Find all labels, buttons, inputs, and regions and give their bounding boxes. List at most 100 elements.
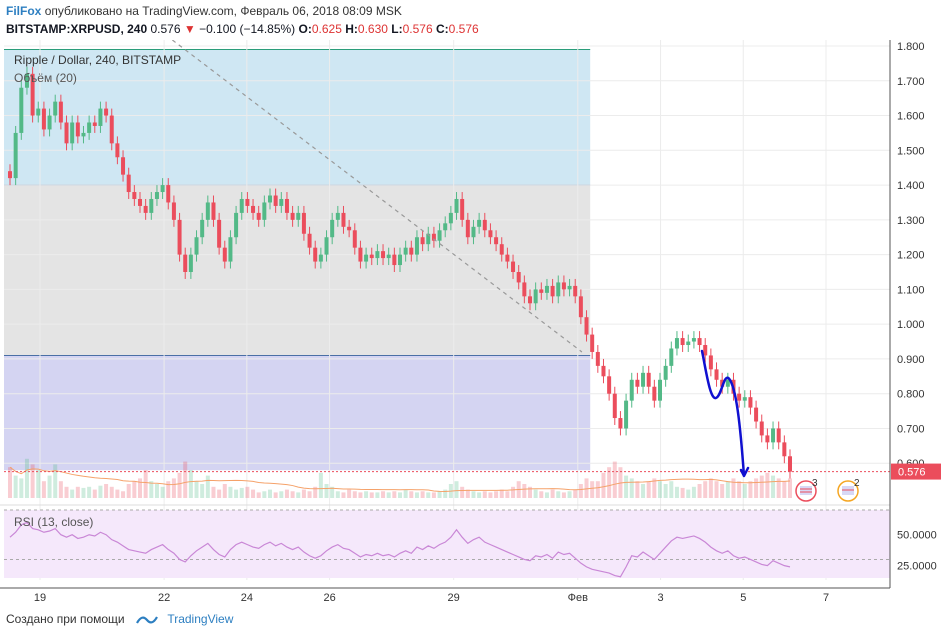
candle[interactable]: [431, 233, 436, 241]
candle[interactable]: [392, 254, 397, 266]
candle[interactable]: [364, 254, 369, 262]
trend-line[interactable]: [172, 40, 583, 353]
candle[interactable]: [488, 230, 493, 238]
candle[interactable]: [200, 219, 205, 238]
candle[interactable]: [47, 115, 52, 130]
candle[interactable]: [691, 338, 696, 342]
candle[interactable]: [629, 379, 634, 401]
candle[interactable]: [92, 122, 97, 126]
candle[interactable]: [375, 251, 380, 259]
candle[interactable]: [166, 185, 171, 203]
candle[interactable]: [36, 108, 41, 116]
candle[interactable]: [646, 372, 651, 387]
candle[interactable]: [132, 192, 137, 199]
candle[interactable]: [590, 334, 595, 352]
candle[interactable]: [245, 198, 250, 206]
candle[interactable]: [669, 348, 674, 366]
candle[interactable]: [369, 254, 374, 259]
candle[interactable]: [443, 223, 448, 231]
candle[interactable]: [284, 198, 289, 213]
candle[interactable]: [358, 247, 363, 262]
candle[interactable]: [341, 212, 346, 227]
candle[interactable]: [635, 379, 640, 387]
candle[interactable]: [13, 132, 18, 179]
candle[interactable]: [641, 372, 646, 387]
candle[interactable]: [398, 254, 402, 266]
candle[interactable]: [426, 233, 431, 245]
candle[interactable]: [160, 185, 165, 193]
candle[interactable]: [414, 237, 419, 255]
candle[interactable]: [460, 198, 465, 220]
candle[interactable]: [409, 247, 414, 255]
candle[interactable]: [381, 251, 386, 259]
candle[interactable]: [686, 341, 691, 346]
candle[interactable]: [262, 202, 267, 220]
candle[interactable]: [386, 254, 391, 259]
candle[interactable]: [471, 226, 476, 238]
candle[interactable]: [273, 195, 278, 206]
candle[interactable]: [126, 174, 131, 193]
candle[interactable]: [674, 338, 679, 349]
candle[interactable]: [58, 101, 63, 123]
candle[interactable]: [482, 219, 487, 231]
candle[interactable]: [335, 212, 340, 220]
candle[interactable]: [607, 376, 612, 394]
event-badge-eu[interactable]: 2: [837, 478, 860, 502]
candle[interactable]: [544, 285, 549, 293]
candle[interactable]: [109, 115, 114, 144]
tradingview-logo-icon[interactable]: [136, 613, 158, 627]
candle[interactable]: [618, 418, 623, 429]
candle[interactable]: [228, 237, 233, 262]
candle[interactable]: [788, 456, 792, 472]
candle[interactable]: [87, 122, 92, 133]
candle[interactable]: [256, 212, 261, 220]
candle[interactable]: [505, 254, 510, 262]
candle[interactable]: [324, 237, 329, 255]
candle[interactable]: [222, 247, 227, 262]
candle[interactable]: [539, 289, 544, 293]
candle[interactable]: [725, 379, 730, 387]
candle[interactable]: [138, 198, 142, 206]
candle[interactable]: [528, 296, 532, 304]
candle[interactable]: [143, 205, 148, 213]
candle[interactable]: [680, 338, 685, 346]
candle[interactable]: [194, 237, 199, 255]
candle[interactable]: [703, 345, 708, 356]
candle[interactable]: [776, 428, 781, 443]
candle[interactable]: [313, 247, 318, 262]
candle[interactable]: [211, 202, 216, 220]
candle[interactable]: [104, 108, 109, 116]
candle[interactable]: [477, 219, 482, 227]
candle[interactable]: [234, 212, 239, 238]
candle[interactable]: [296, 212, 301, 220]
candle[interactable]: [737, 393, 742, 401]
candle[interactable]: [595, 351, 600, 366]
candle[interactable]: [307, 233, 312, 248]
candle[interactable]: [347, 226, 352, 231]
candle[interactable]: [533, 289, 538, 304]
candle[interactable]: [352, 230, 357, 248]
candle[interactable]: [624, 400, 629, 429]
candle[interactable]: [41, 108, 46, 130]
candle[interactable]: [420, 237, 425, 245]
candle[interactable]: [782, 442, 787, 457]
candle[interactable]: [754, 407, 759, 422]
author-name[interactable]: FilFox: [6, 4, 42, 18]
candle[interactable]: [205, 202, 210, 220]
candle[interactable]: [121, 157, 126, 175]
candle[interactable]: [742, 397, 747, 401]
candle[interactable]: [499, 244, 504, 255]
candle[interactable]: [448, 212, 453, 224]
tradingview-brand[interactable]: TradingView: [167, 612, 234, 626]
candle[interactable]: [708, 355, 713, 370]
candle[interactable]: [584, 317, 589, 335]
event-badge-us[interactable]: 3: [795, 478, 818, 502]
candle[interactable]: [188, 254, 193, 272]
candle[interactable]: [279, 198, 284, 206]
candle[interactable]: [24, 73, 29, 88]
hand-drawn-forecast[interactable]: [700, 349, 750, 478]
candle[interactable]: [567, 285, 572, 290]
candle[interactable]: [8, 171, 12, 179]
candle[interactable]: [217, 219, 222, 248]
candle[interactable]: [183, 254, 188, 272]
